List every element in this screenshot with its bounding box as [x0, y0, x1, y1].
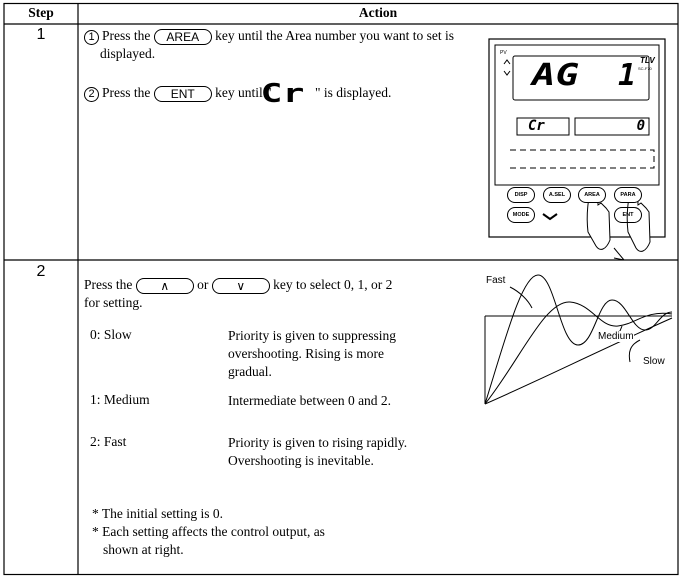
- step-number: 1: [36, 26, 46, 43]
- text: key until the Area number you want to se…: [100, 28, 454, 61]
- header-action: Action: [358, 5, 398, 20]
- text: Press the: [102, 28, 151, 43]
- text: or: [197, 277, 209, 292]
- note: * Each setting affects the control outpu…: [92, 524, 325, 557]
- header-step: Step: [28, 5, 54, 20]
- text: Press the: [102, 85, 151, 100]
- button: DISP: [507, 187, 535, 203]
- button: ENT: [614, 207, 642, 223]
- pv-label: PV: [500, 50, 507, 56]
- curve-label: Medium: [598, 331, 634, 342]
- step-number: 2: [36, 263, 46, 280]
- option-description: Priority is given to rising rapidly. Ove…: [228, 435, 408, 468]
- text: Press the: [84, 277, 133, 292]
- marker: 1: [84, 30, 99, 45]
- instruction: Press the ∧ or ∨ key to select 0, 1, or …: [84, 276, 394, 312]
- display-sub: Cr: [528, 118, 545, 134]
- button: AREA: [578, 187, 606, 203]
- instruction: 1 Press the AREA key until the Area numbe…: [84, 27, 485, 63]
- instruction: 2 Press the ENT key until "Cr " is display…: [84, 78, 500, 109]
- option-label: 0: Slow: [90, 327, 132, 342]
- key: ∨: [211, 277, 270, 294]
- display-glyph: Cr: [260, 78, 305, 109]
- option-description: Intermediate between 0 and 2.: [228, 393, 392, 408]
- marker: 2: [84, 87, 99, 102]
- display-sub: 0: [636, 118, 645, 134]
- curve-label: Slow: [643, 356, 665, 367]
- curve-label: Fast: [486, 275, 506, 286]
- text: key to select 0, 1, or 2 for setting.: [84, 277, 393, 310]
- response-graph: [484, 274, 673, 405]
- option-description: Priority is given to suppressing oversho…: [228, 328, 396, 379]
- display-main: 1: [618, 58, 637, 93]
- brand: TLV: [640, 56, 655, 65]
- key: ENT: [153, 85, 212, 102]
- key: AREA: [153, 28, 212, 45]
- text: " is displayed.: [314, 85, 392, 100]
- display-main: AG: [532, 58, 579, 93]
- option-label: 1: Medium: [90, 392, 150, 407]
- button: A.SEL: [543, 187, 571, 203]
- option-label: 2: Fast: [90, 434, 127, 449]
- note: * The initial setting is 0.: [92, 506, 223, 521]
- model: SC-F70: [638, 66, 652, 71]
- button: MODE: [507, 207, 535, 223]
- button: PARA: [614, 187, 642, 203]
- key: ∧: [135, 277, 194, 294]
- text: key until ": [215, 85, 272, 100]
